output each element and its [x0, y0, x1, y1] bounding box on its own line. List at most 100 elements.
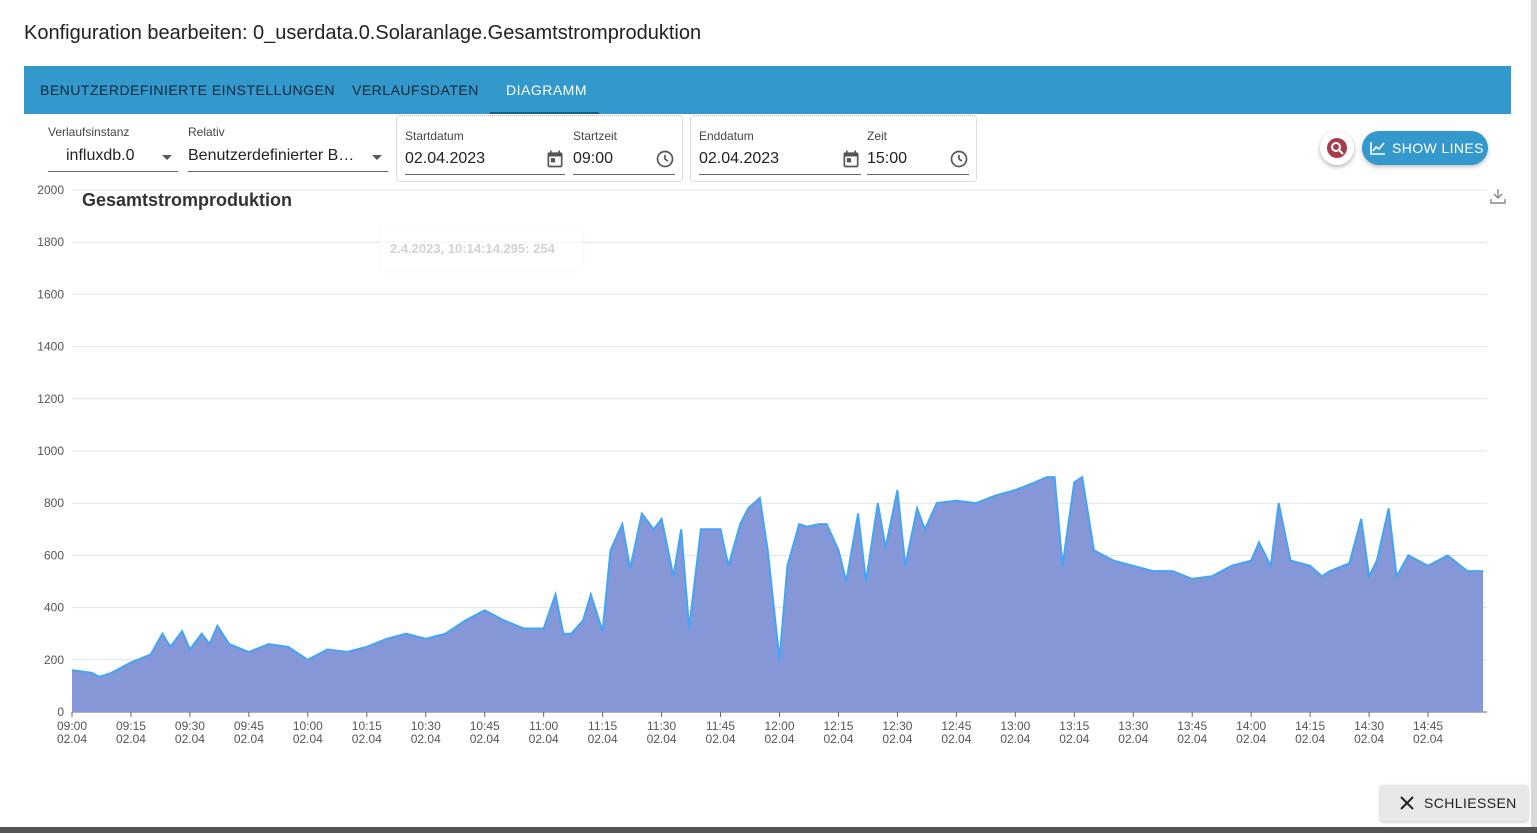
tab-diagramm[interactable]: DIAGRAMM: [506, 82, 587, 98]
tab-benutzerdefinierte-einstellungen[interactable]: BENUTZERDEFINIERTE EINSTELLUNGEN: [40, 82, 336, 98]
y-tick-label: 1200: [37, 392, 64, 406]
x-tick-label: 11:15: [588, 719, 617, 733]
x-tick-date-label: 02.04: [1354, 732, 1384, 746]
search-icon: [1331, 142, 1344, 155]
x-tick-label: 10:00: [293, 719, 323, 733]
close-button[interactable]: SCHLIESSEN: [1380, 785, 1528, 821]
x-tick-date-label: 02.04: [588, 732, 618, 746]
end-date-value: 02.04.2023: [699, 150, 780, 167]
x-tick-date-label: 02.04: [882, 732, 912, 746]
start-date-value: 02.04.2023: [405, 150, 486, 167]
end-time-input[interactable]: 15:00: [867, 146, 969, 175]
dropdown-arrow-icon: [162, 155, 172, 160]
x-tick-label: 10:30: [411, 719, 441, 733]
tab-verlaufsdaten[interactable]: VERLAUFSDATEN: [352, 82, 479, 98]
x-tick-date-label: 02.04: [1236, 732, 1266, 746]
dropdown-arrow-icon: [372, 155, 382, 160]
area-series: [72, 477, 1484, 712]
x-tick-label: 09:30: [175, 719, 205, 733]
download-icon[interactable]: [1489, 187, 1507, 205]
x-tick-date-label: 02.04: [1118, 732, 1148, 746]
calendar-icon[interactable]: [841, 149, 861, 169]
end-group: [690, 115, 977, 182]
x-tick-date-label: 02.04: [529, 732, 559, 746]
y-tick-label: 2000: [37, 183, 64, 197]
clock-icon[interactable]: [949, 149, 969, 169]
x-tick-label: 12:15: [823, 719, 853, 733]
chart-tooltip: 2.4.2023, 10:14:14.295: 254: [380, 228, 582, 270]
fab-inner: [1327, 138, 1347, 158]
line-series: [71, 475, 1484, 678]
chart-line-icon: [1370, 142, 1385, 155]
window-edge: [1531, 0, 1537, 833]
x-tick-label: 13:45: [1177, 719, 1207, 733]
y-tick-label: 800: [44, 496, 64, 510]
tab-bar: BENUTZERDEFINIERTE EINSTELLUNGEN VERLAUF…: [24, 66, 1511, 114]
start-group: [396, 115, 683, 182]
y-tick-label: 1400: [37, 340, 64, 354]
x-tick-label: 10:15: [352, 719, 382, 733]
x-tick-date-label: 02.04: [1295, 732, 1325, 746]
active-tab-indicator: [490, 112, 599, 114]
instance-label: Verlaufsinstanz: [48, 125, 130, 139]
x-tick-label: 13:15: [1059, 719, 1089, 733]
x-tick-date-label: 02.04: [470, 732, 500, 746]
x-tick-label: 10:45: [470, 719, 500, 733]
x-tick-date-label: 02.04: [293, 732, 323, 746]
x-tick-date-label: 02.04: [764, 732, 794, 746]
close-icon: [1400, 796, 1414, 810]
x-tick-date-label: 02.04: [116, 732, 146, 746]
x-tick-label: 14:00: [1236, 719, 1266, 733]
instance-select[interactable]: influxdb.0: [48, 145, 178, 172]
instance-value: influxdb.0: [66, 147, 135, 164]
x-tick-date-label: 02.04: [234, 732, 264, 746]
history-chart: 0 200 400 600 800 1000 1200 1400 1600 1800 2000 09…: [37, 183, 1487, 746]
x-tick-label: 11:45: [706, 719, 735, 733]
start-date-label: Startdatum: [405, 129, 464, 143]
x-tick-label: 14:15: [1295, 719, 1325, 733]
x-tick-label: 12:30: [882, 719, 912, 733]
x-tick-date-label: 02.04: [1177, 732, 1207, 746]
x-tick-label: 13:30: [1118, 719, 1148, 733]
x-tick-date-label: 02.04: [941, 732, 971, 746]
y-tick-label: 0: [57, 705, 64, 719]
y-tick-label: 200: [44, 653, 64, 667]
x-tick-label: 13:00: [1000, 719, 1030, 733]
x-tick-date-label: 02.04: [57, 732, 87, 746]
relative-select[interactable]: Benutzerdefinierter B…: [188, 145, 388, 172]
end-time-label: Zeit: [867, 129, 888, 143]
x-tick-label: 11:00: [529, 719, 558, 733]
x-tick-label: 09:45: [234, 719, 264, 733]
y-tick-label: 400: [44, 601, 64, 615]
x-tick-date-label: 02.04: [411, 732, 441, 746]
relative-value: Benutzerdefinierter B…: [188, 147, 355, 164]
x-tick-date-label: 02.04: [1000, 732, 1030, 746]
zoom-fab-button[interactable]: [1320, 131, 1354, 165]
end-time-value: 15:00: [867, 150, 908, 167]
y-tick-label: 600: [44, 548, 64, 562]
close-button-label: SCHLIESSEN: [1424, 795, 1517, 811]
x-tick-label: 14:45: [1413, 719, 1443, 733]
x-tick-date-label: 02.04: [706, 732, 736, 746]
x-tick-date-label: 02.04: [823, 732, 853, 746]
x-tick-label: 09:00: [57, 719, 87, 733]
show-lines-label: SHOW LINES: [1392, 140, 1484, 156]
x-tick-date-label: 02.04: [1413, 732, 1443, 746]
end-date-input[interactable]: 02.04.2023: [699, 146, 861, 175]
y-tick-label: 1000: [37, 444, 64, 458]
clock-icon[interactable]: [655, 149, 675, 169]
calendar-icon[interactable]: [545, 149, 565, 169]
x-tick-date-label: 02.04: [647, 732, 677, 746]
show-lines-button[interactable]: SHOW LINES: [1362, 131, 1488, 165]
x-tick-label: 12:45: [941, 719, 971, 733]
x-tick-label: 09:15: [116, 719, 146, 733]
start-time-input[interactable]: 09:00: [573, 146, 675, 175]
start-time-value: 09:00: [573, 150, 614, 167]
x-tick-label: 14:30: [1354, 719, 1384, 733]
start-date-input[interactable]: 02.04.2023: [405, 146, 565, 175]
start-time-label: Startzeit: [573, 129, 618, 143]
x-tick-date-label: 02.04: [352, 732, 382, 746]
window-edge: [0, 827, 1537, 833]
chart-title: Gesamtstromproduktion: [82, 190, 293, 210]
